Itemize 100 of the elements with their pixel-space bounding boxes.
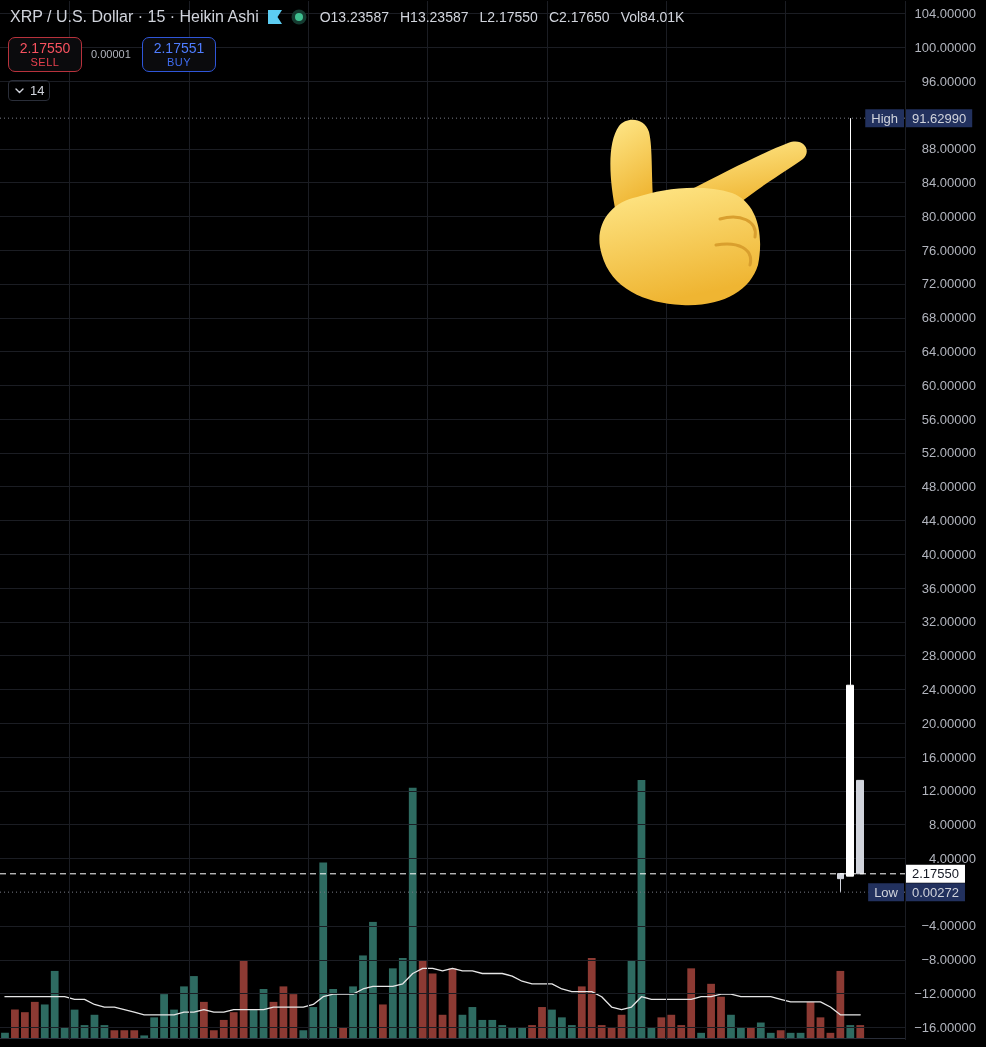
bar (170, 1009, 178, 1038)
annotation: 0.00001 (91, 48, 131, 60)
bar (677, 1025, 686, 1038)
text: 91.62990 (912, 110, 967, 126)
bar (200, 1001, 208, 1038)
y-tick-label: 36.00000 (921, 580, 976, 596)
bar (756, 1022, 765, 1038)
bar (319, 862, 328, 1038)
bar (309, 1007, 318, 1038)
buy-button: 2.17551 BUY (142, 37, 216, 72)
sell-button: 2.17550 SELL (8, 37, 82, 72)
bar (846, 1025, 855, 1038)
y-tick-label: 84.00000 (921, 175, 976, 191)
bar (379, 1004, 387, 1038)
y-tick-label: 56.00000 (921, 411, 976, 427)
y-tick-label: 76.00000 (921, 242, 976, 258)
y-tick-label: 24.00000 (921, 681, 976, 697)
bar (766, 1032, 775, 1038)
bar (538, 1007, 546, 1038)
text: 0.00272 (912, 884, 959, 900)
bar (408, 787, 417, 1038)
bar (369, 921, 377, 1038)
bar (299, 1030, 308, 1038)
bar (856, 1025, 865, 1038)
bar (786, 1032, 795, 1038)
bar (687, 968, 696, 1038)
y-tick-label: 60.00000 (921, 377, 976, 393)
annotation: 2.17550 (19, 40, 71, 56)
bar (209, 1030, 218, 1038)
y-tick-label: 12.00000 (921, 783, 976, 799)
bar (418, 960, 427, 1038)
y-tick-label: 40.00000 (921, 546, 976, 562)
ref-line-label: High (871, 110, 898, 126)
bar (1, 1032, 9, 1038)
bar (30, 1001, 39, 1038)
y-tick-label: 80.00000 (921, 208, 976, 224)
bar (657, 1017, 666, 1038)
bar (528, 1025, 536, 1038)
y-tick-label: 32.00000 (921, 614, 976, 630)
bar (130, 1030, 139, 1038)
y-tick-label: 52.00000 (921, 445, 976, 461)
bar (737, 1027, 745, 1038)
bar (219, 1019, 228, 1038)
bar (746, 1027, 755, 1038)
y-tick-label: 88.00000 (921, 141, 976, 157)
chart-title: XRP / U.S. Dollar · 15 · Heikin Ashi (10, 8, 259, 26)
y-tick-label: 28.00000 (921, 648, 976, 664)
y-tick-label: −8.00000 (921, 952, 976, 968)
bar (776, 1030, 785, 1038)
annotation: Vol84.01K (620, 9, 685, 25)
bar (548, 1009, 556, 1038)
bar (140, 1035, 149, 1038)
bar (667, 1014, 676, 1038)
bar (339, 1027, 347, 1038)
bar (20, 1012, 29, 1038)
bar (110, 1030, 119, 1038)
bar (707, 983, 715, 1038)
annotation: O13.23587 (319, 9, 389, 25)
bar (518, 1027, 526, 1038)
bar (508, 1027, 517, 1038)
y-tick-label: 96.00000 (921, 73, 976, 89)
bar (40, 1004, 49, 1038)
y-tick-label: 48.00000 (921, 479, 976, 495)
y-tick-label: −12.00000 (914, 986, 976, 1002)
candlestick (837, 873, 844, 893)
annotation: SELL (30, 56, 60, 69)
bar (180, 986, 188, 1038)
bar (150, 1017, 159, 1038)
bar (697, 1032, 705, 1038)
y-tick-label: 8.00000 (929, 817, 976, 833)
bar (498, 1025, 507, 1038)
y-tick-label: 104.00000 (914, 6, 976, 22)
bar (120, 1030, 129, 1038)
bar (160, 994, 168, 1038)
bar (388, 968, 397, 1038)
bar (190, 976, 198, 1038)
annotation: L2.17550 (479, 9, 538, 25)
bar (11, 1009, 19, 1038)
annotation: BUY (166, 56, 192, 69)
bar (577, 986, 586, 1038)
bar (229, 1012, 238, 1038)
y-tick-label: 64.00000 (921, 344, 976, 360)
bar (597, 1025, 606, 1038)
bar (239, 960, 248, 1038)
y-tick-label: 20.00000 (921, 715, 976, 731)
annotation: C2.17650 (548, 9, 610, 25)
y-tick-label: 16.00000 (921, 749, 976, 765)
bar (727, 1014, 735, 1038)
bar (558, 1017, 566, 1038)
y-tick-label: 68.00000 (921, 310, 976, 326)
bar (836, 970, 845, 1038)
bar (60, 1027, 69, 1038)
bar (478, 1019, 487, 1038)
candlestick (856, 779, 864, 875)
bar (50, 970, 59, 1038)
annotation: H13.23587 (399, 9, 469, 25)
annotation: 2.17551 (153, 40, 205, 56)
y-tick-label: 44.00000 (921, 513, 976, 528)
bar (488, 1019, 497, 1038)
bar (587, 958, 596, 1038)
